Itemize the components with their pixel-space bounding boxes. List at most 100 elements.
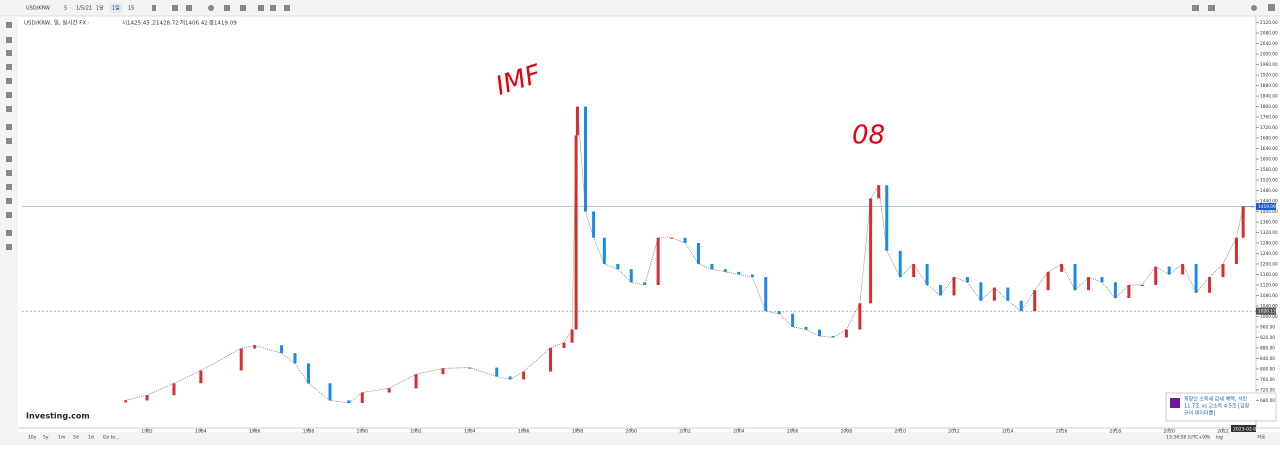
candle: [199, 370, 203, 384]
ad-icon: [1170, 398, 1180, 408]
y-tick-label: 1240.00: [1260, 251, 1278, 257]
y-tick-label: 1520.00: [1260, 178, 1278, 184]
candle: [253, 345, 257, 349]
y-tick-label: 1080.00: [1260, 293, 1278, 299]
drawing-tools[interactable]: [6, 22, 12, 250]
price-line: [125, 106, 1253, 404]
candle: [616, 263, 620, 270]
candle: [495, 367, 499, 377]
candle: [979, 282, 983, 301]
candle: [804, 326, 808, 330]
x-tick-label: 2008: [841, 429, 853, 435]
low: 저1406.42: [180, 19, 208, 27]
reference-price-tag: [1256, 307, 1276, 315]
candle: [574, 135, 578, 330]
log-toggle[interactable]: log: [1216, 435, 1223, 441]
candle: [764, 277, 768, 312]
x-tick-label: 1990: [357, 429, 369, 435]
range-button[interactable]: 5d: [73, 435, 79, 441]
range[interactable]: 1달: [96, 5, 104, 12]
y-tick-label: 680.00: [1260, 398, 1275, 404]
candle: [1033, 290, 1037, 312]
candle: [124, 400, 128, 403]
y-tick-label: 800.00: [1260, 366, 1275, 372]
candle: [1208, 277, 1212, 293]
candle: [1019, 300, 1023, 312]
x-tick-label: 2000: [626, 429, 638, 435]
chart-header: USD/KRW, 일, 실시간 FX ·: [24, 19, 90, 27]
candle: [1251, 206, 1255, 208]
candle: [656, 237, 660, 285]
candle: [522, 371, 526, 380]
x-tick-label: 2004: [733, 429, 745, 435]
y-tick-label: 1160.00: [1260, 272, 1278, 278]
ad-line[interactable]: 직장인 소득세 감세 혜택, 서민: [1184, 396, 1248, 403]
x-tick-label: 2020: [1163, 429, 1175, 435]
candle: [1241, 206, 1245, 238]
y-tick-label: 2120.00: [1260, 20, 1278, 26]
range-button[interactable]: 1d: [88, 435, 94, 441]
y-tick-label: 760.00: [1260, 377, 1275, 383]
x-tick-label: 2002: [679, 429, 691, 435]
y-tick-label: 1000.00: [1260, 314, 1278, 320]
y-tick-label: 1280.00: [1260, 240, 1278, 246]
range-button[interactable]: 1m: [58, 435, 65, 441]
bottom-bar: [18, 432, 1280, 445]
y-tick-label: 1120.00: [1260, 282, 1278, 288]
candle: [791, 313, 795, 327]
date[interactable]: 1/5/21: [76, 6, 92, 12]
candle: [777, 311, 781, 314]
ad-box[interactable]: [1165, 392, 1277, 422]
x-tick-label: 2022: [1217, 429, 1229, 435]
candle: [992, 287, 996, 301]
y-tick-label: 2080.00: [1260, 31, 1278, 37]
auto-toggle[interactable]: 자동: [1257, 434, 1265, 441]
x-tick-label: 2016: [1056, 429, 1068, 435]
logo: Investing.com: [26, 412, 90, 421]
x-tick-label: 2010: [894, 429, 906, 435]
candle: [145, 395, 149, 401]
range-button[interactable]: 10y: [28, 435, 37, 441]
interval[interactable]: 1일: [112, 5, 120, 12]
candle: [952, 277, 956, 296]
ad-line[interactable]: 11.7조 vs 고소득 4.5조 [김정: [1184, 403, 1249, 410]
candle: [885, 185, 889, 251]
symbol[interactable]: USD/KRW: [26, 6, 50, 12]
range-button[interactable]: 5y: [43, 435, 49, 441]
ad-line[interactable]: 규의 데이터룸]: [1184, 410, 1215, 417]
candle: [1100, 277, 1104, 283]
current-price-label: 1419.09: [1258, 204, 1276, 210]
candle: [306, 363, 310, 384]
candle: [508, 376, 512, 380]
percent-toggle[interactable]: %: [1206, 435, 1211, 441]
candle: [1221, 263, 1225, 278]
x-tick-label: 1994: [464, 429, 476, 435]
x-tick-label: 1996: [518, 429, 530, 435]
candle: [1127, 284, 1131, 299]
y-tick-label: 2040.00: [1260, 41, 1278, 47]
y-tick-label: 960.00: [1260, 324, 1275, 330]
candle: [1140, 284, 1144, 286]
x-tick-label: 1998: [572, 429, 584, 435]
y-tick-label: 1400.00: [1260, 209, 1278, 215]
x-tick-label: 1984: [195, 429, 207, 435]
candle: [387, 388, 391, 393]
candle: [710, 263, 714, 270]
candle: [1113, 282, 1117, 299]
zoom[interactable]: 15: [128, 6, 134, 12]
date-marker: [1231, 425, 1256, 432]
y-tick-label: 2000.00: [1260, 52, 1278, 58]
candle: [869, 198, 873, 304]
interval-button[interactable]: [110, 3, 122, 13]
range-button[interactable]: Go to...: [103, 435, 119, 441]
y-tick-label: 1920.00: [1260, 73, 1278, 79]
candle: [723, 269, 727, 272]
count[interactable]: 5: [64, 6, 67, 12]
toolbar-icons[interactable]: [152, 4, 1275, 11]
candle: [468, 367, 472, 369]
y-tick-label: 1720.00: [1260, 125, 1278, 131]
y-tick-label: 840.00: [1260, 356, 1275, 362]
candle: [925, 263, 929, 285]
y-tick-label: 1320.00: [1260, 230, 1278, 236]
candle: [643, 282, 647, 285]
